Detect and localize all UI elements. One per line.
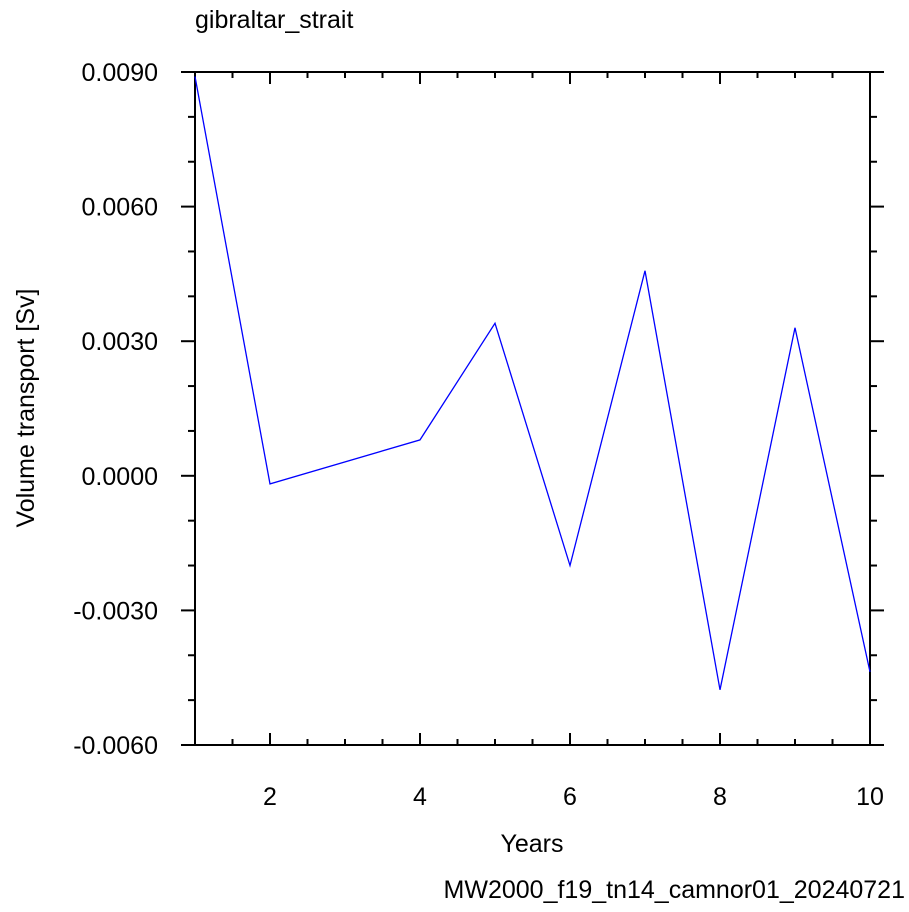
y-tick-label: 0.0060 (82, 194, 158, 222)
annotation: MW2000_f19_tn14_camnor01_20240721 (444, 876, 905, 904)
x-tick-label: 2 (263, 783, 277, 811)
x-tick-label: 8 (713, 783, 727, 811)
y-tick-label: 0.0000 (82, 463, 158, 491)
y-tick-label: 0.0090 (82, 59, 158, 87)
x-tick-label: 4 (413, 783, 427, 811)
plot-frame (194, 71, 871, 746)
chart-title: gibraltar_strait (195, 6, 353, 34)
y-tick-label: -0.0060 (73, 732, 158, 760)
x-axis-label: Years (500, 830, 563, 858)
y-axis-label: Volume transport [Sv] (12, 288, 40, 527)
data-line (194, 76, 871, 690)
y-tick-label: 0.0030 (82, 328, 158, 356)
x-tick-label: 6 (563, 783, 577, 811)
y-tick-label: -0.0030 (73, 597, 158, 625)
x-tick-label: 10 (856, 783, 884, 811)
